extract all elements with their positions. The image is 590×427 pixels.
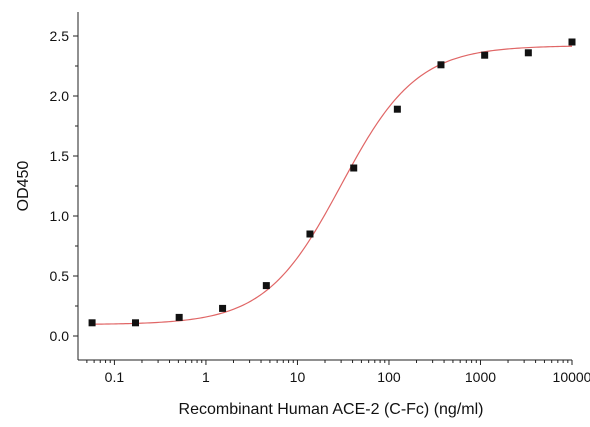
data-point — [437, 61, 445, 69]
axes: 0.0 0.5 1.0 1.5 2.0 2.5 0.1 1 10 100 1000 10000 — [50, 12, 590, 385]
x-tick-label: 100 — [377, 369, 401, 385]
y-tick-label: 1.5 — [50, 148, 70, 164]
data-point — [132, 319, 140, 327]
data-point — [524, 49, 532, 57]
x-tick-label: 1 — [202, 369, 210, 385]
labels-layer: Recombinant Human ACE-2 (C-Fc) (ng/ml) O… — [15, 161, 483, 418]
x-tick-label: 1000 — [465, 369, 496, 385]
x-tick-label: 0.1 — [105, 369, 125, 385]
y-tick-label: 2.5 — [50, 28, 70, 44]
y-tick-label: 1.0 — [50, 208, 70, 224]
y-tick-label: 0.0 — [50, 328, 70, 344]
y-tick-label: 2.0 — [50, 88, 70, 104]
y-tick-label: 0.5 — [50, 268, 70, 284]
data-point — [481, 51, 489, 59]
data-point — [175, 313, 183, 321]
data-point — [219, 304, 227, 312]
data-point — [393, 105, 401, 113]
fit-curve-layer — [92, 45, 573, 325]
x-tick-label: 10 — [290, 369, 306, 385]
x-axis-label: Recombinant Human ACE-2 (C-Fc) (ng/ml) — [179, 401, 484, 418]
data-point — [568, 38, 576, 46]
x-tick-label: 10000 — [553, 369, 590, 385]
fit-curve — [92, 45, 573, 325]
data-point — [262, 282, 270, 290]
data-point — [88, 319, 96, 327]
data-points-layer — [88, 38, 576, 327]
data-point — [350, 164, 358, 172]
y-axis-label: OD450 — [15, 161, 32, 212]
data-point — [306, 230, 314, 238]
